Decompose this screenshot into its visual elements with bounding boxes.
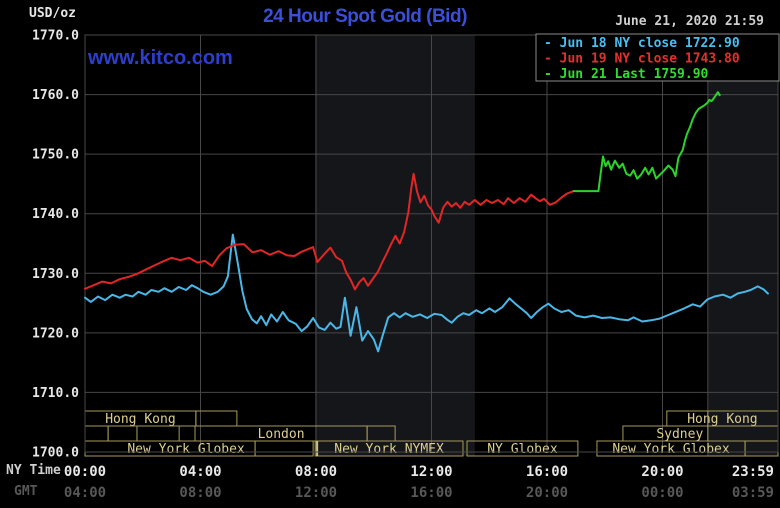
chart-title: 24 Hour Spot Gold (Bid) (263, 6, 467, 27)
x-tick-label-ny: 23:59 (732, 464, 774, 480)
session-label: New York Globex (612, 442, 730, 457)
y-tick-label: 1710.0 (32, 386, 79, 401)
x-tick-label-ny: 08:00 (295, 464, 337, 480)
session-box (136, 425, 180, 442)
y-tick-label: 1770.0 (32, 29, 79, 44)
x-tick-label-gmt: 03:59 (732, 485, 774, 501)
x-tick-label-ny: 20:00 (641, 464, 683, 480)
legend-box (535, 33, 780, 82)
session-box (107, 425, 138, 442)
y-tick-label: 1760.0 (32, 88, 79, 103)
x-tick-label-gmt: 16:00 (410, 485, 452, 501)
session-label: Sydney (656, 427, 703, 442)
gmt-axis-label: GMT (14, 484, 38, 499)
kitco-watermark: www.kitco.com (88, 47, 233, 69)
y-tick-label: 1700.0 (32, 446, 79, 461)
session-box (84, 425, 109, 442)
session-label: NY Globex (487, 442, 558, 457)
ny-time-axis-label: NY Time (6, 463, 61, 478)
session-label: London (258, 427, 305, 442)
x-tick-label-gmt: 20:00 (526, 485, 568, 501)
x-tick-label-ny: 00:00 (64, 464, 106, 480)
y-tick-label: 1740.0 (32, 207, 79, 222)
x-tick-label-gmt: 12:00 (295, 485, 337, 501)
session-box (466, 440, 579, 457)
y-axis-unit-label: USD/oz (29, 6, 76, 21)
background-band (707, 35, 778, 456)
legend-item-jun19: - Jun 19 NY close 1743.80 (544, 52, 740, 67)
series-line-jun18 (84, 233, 769, 353)
session-box (254, 440, 314, 457)
session-box (195, 410, 238, 427)
legend-item-jun18: - Jun 18 NY close 1722.90 (544, 36, 740, 51)
series-line-jun19 (84, 172, 575, 291)
x-tick-label-gmt: 08:00 (179, 485, 221, 501)
session-box (314, 440, 464, 457)
y-tick-label: 1720.0 (32, 326, 79, 341)
y-tick-label: 1750.0 (32, 148, 79, 163)
x-tick-label-ny: 12:00 (410, 464, 452, 480)
session-label: Hong Kong (105, 412, 175, 427)
session-label: Hong Kong (687, 412, 757, 427)
y-tick-label: 1730.0 (32, 267, 79, 282)
x-tick-label-gmt: 04:00 (64, 485, 106, 501)
plot-border (84, 34, 779, 453)
legend-item-jun21: - Jun 21 Last 1759.90 (544, 67, 709, 82)
session-label: New York NYMEX (334, 442, 444, 457)
series-line-jun21 (572, 91, 721, 193)
x-tick-label-ny: 16:00 (526, 464, 568, 480)
background-band (315, 35, 475, 456)
x-tick-label-ny: 04:00 (179, 464, 221, 480)
session-label: New York Globex (127, 442, 245, 457)
x-tick-label-gmt: 00:00 (641, 485, 683, 501)
chart-datetime: June 21, 2020 21:59 (615, 14, 764, 29)
